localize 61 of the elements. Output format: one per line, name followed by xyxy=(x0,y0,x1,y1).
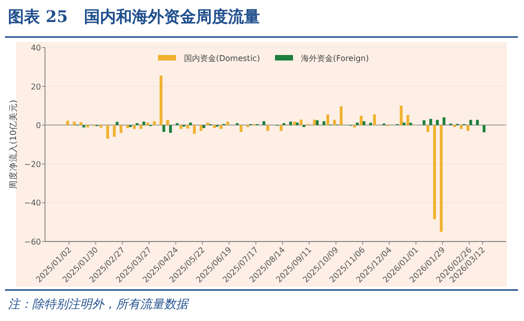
bar xyxy=(433,125,436,220)
bar xyxy=(300,120,303,126)
y-tick-label: −60 xyxy=(24,238,41,246)
bar xyxy=(476,120,479,126)
bar xyxy=(120,125,122,133)
bar xyxy=(212,125,216,128)
bar xyxy=(192,125,196,134)
bar xyxy=(226,122,230,126)
bar xyxy=(132,125,136,129)
bar xyxy=(460,125,463,129)
bar xyxy=(333,120,336,126)
bar xyxy=(262,121,266,126)
bar xyxy=(436,120,439,126)
legend-label: 国内资金(Domestic) xyxy=(184,54,260,63)
y-tick-label: 0 xyxy=(36,121,41,130)
bar xyxy=(402,122,406,126)
bar xyxy=(116,122,119,126)
bar xyxy=(482,125,486,132)
y-tick-label: 20 xyxy=(30,82,41,92)
bar xyxy=(313,120,316,126)
bar xyxy=(189,122,192,126)
y-axis-title: 周度净流入(10亿美元) xyxy=(8,100,19,190)
bar xyxy=(202,125,206,128)
bar xyxy=(289,122,292,126)
bar xyxy=(152,121,156,126)
bar xyxy=(340,106,343,126)
bar xyxy=(72,122,76,126)
bar xyxy=(66,120,70,126)
bar xyxy=(100,125,102,128)
bar xyxy=(162,125,166,132)
bar xyxy=(280,125,283,131)
bar xyxy=(369,122,372,126)
bar xyxy=(160,76,162,126)
bar xyxy=(180,125,182,129)
bar xyxy=(186,125,190,129)
bar xyxy=(293,122,296,126)
bar xyxy=(422,120,426,126)
bar xyxy=(362,121,366,126)
bar xyxy=(406,115,410,126)
bar xyxy=(169,125,172,133)
bar xyxy=(80,122,82,126)
y-tick-label: −40 xyxy=(24,198,41,208)
text: 注：除特别注明外，所有流量数据 xyxy=(8,297,190,311)
bar xyxy=(373,114,376,126)
bar xyxy=(126,125,130,128)
bar xyxy=(442,117,446,126)
chart-title: 图表 25 国内和海外资金周度流量 xyxy=(8,7,260,26)
bar xyxy=(466,125,470,131)
y-tick-label: −20 xyxy=(24,160,41,169)
bar xyxy=(426,125,430,132)
legend-label: 海外资金(Foreign) xyxy=(301,54,369,63)
bar xyxy=(200,125,202,131)
bar xyxy=(322,121,326,126)
bar xyxy=(220,125,222,129)
bar xyxy=(400,106,403,126)
bar xyxy=(106,125,110,139)
y-tick-label: 40 xyxy=(30,44,41,52)
bar xyxy=(266,125,270,131)
bar xyxy=(142,122,146,126)
bar xyxy=(240,125,242,132)
bar xyxy=(140,125,142,129)
